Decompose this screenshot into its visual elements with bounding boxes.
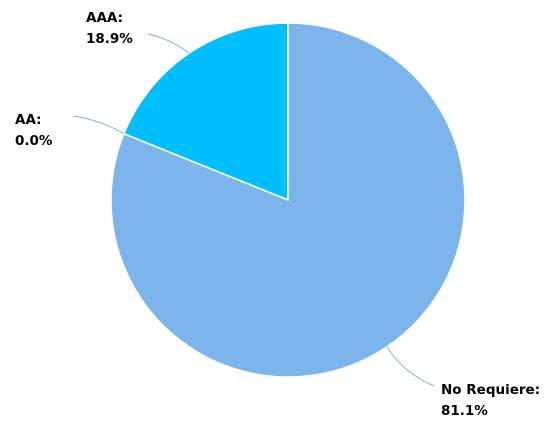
leader-lines bbox=[73, 33, 435, 387]
slice-label-aaa: AAA: bbox=[86, 10, 123, 26]
leader-line-no-requiere bbox=[386, 346, 435, 387]
pie-slice-no-requiere bbox=[110, 22, 466, 378]
pie-slice-aaa bbox=[122, 22, 289, 202]
leader-line-aaa bbox=[147, 33, 190, 54]
slice-label-aa: AA: bbox=[15, 112, 42, 128]
slice-value-aaa: 18.9% bbox=[86, 31, 133, 47]
slice-value-no-requiere: 81.1% bbox=[441, 403, 488, 419]
pie-slices bbox=[110, 22, 466, 378]
leader-line-aa bbox=[73, 115, 125, 135]
slice-value-aa: 0.0% bbox=[15, 133, 53, 149]
slice-label-no-requiere: No Requiere: bbox=[441, 382, 540, 398]
